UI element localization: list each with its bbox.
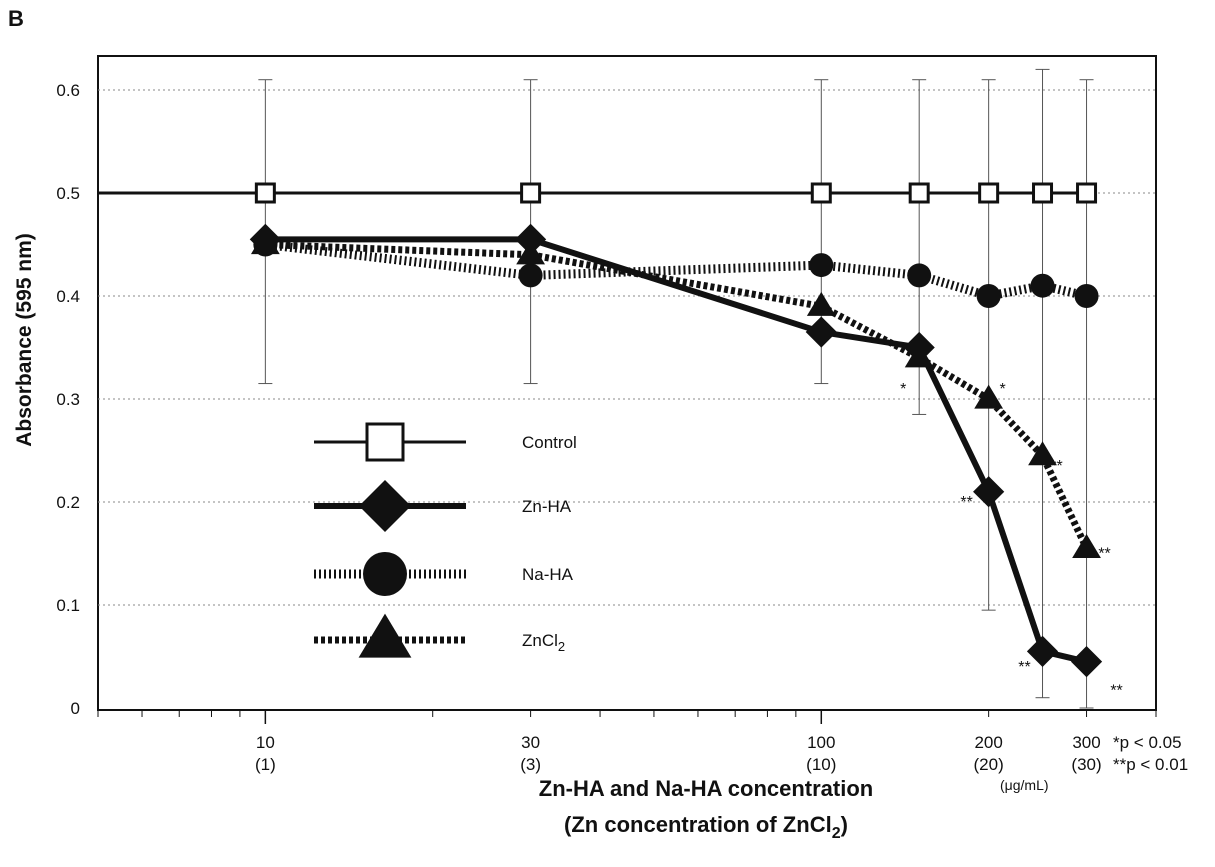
x-tick-label: 300 — [1072, 733, 1100, 752]
y-axis-label: Absorbance (595 nm) — [13, 233, 36, 447]
significance-mark: ** — [1050, 458, 1062, 475]
significance-mark: ** — [960, 494, 972, 511]
data-point — [810, 182, 832, 204]
legend-label: ZnCl2 — [522, 631, 565, 654]
y-tick-label: 0.5 — [56, 184, 80, 203]
y-tick-label: 0.1 — [56, 596, 80, 615]
data-point — [978, 182, 1000, 204]
y-tick-label: 0 — [71, 699, 80, 718]
data-point — [903, 331, 935, 364]
legend-marker — [358, 613, 412, 658]
legend-marker — [363, 552, 407, 596]
significance-mark: ** — [1110, 683, 1122, 700]
x-tick-label: 100 — [807, 733, 835, 752]
data-point — [1074, 284, 1099, 308]
legend-label: Na-HA — [522, 565, 574, 584]
data-point — [254, 182, 276, 204]
data-point — [976, 284, 1001, 308]
x-tick-label: 200 — [974, 733, 1002, 752]
y-tick-label: 0.6 — [56, 81, 80, 100]
data-point — [520, 182, 542, 204]
legend: Control Zn-HA Na-HA ZnCl2 — [314, 422, 577, 658]
significance-note-1: *p < 0.05 — [1113, 733, 1182, 752]
data-point — [515, 223, 547, 255]
legend-label: Zn-HA — [522, 497, 572, 516]
data-point — [249, 223, 281, 255]
data-point — [974, 384, 1004, 409]
data-point — [1028, 441, 1057, 466]
x-tick-sublabel: (30) — [1071, 755, 1101, 774]
data-point — [518, 263, 543, 288]
x-tick-sublabel: (10) — [806, 755, 836, 774]
data-point — [908, 182, 930, 204]
x-axis-unit: (μg/mL) — [1000, 777, 1049, 793]
significance-mark: * — [1000, 381, 1006, 398]
data-point — [1072, 533, 1101, 558]
significance-mark: ** — [1098, 546, 1110, 563]
data-point — [1070, 646, 1103, 678]
x-axis-label-line2: (Zn concentration of ZnCl2) — [564, 812, 848, 842]
y-tick-label: 0.2 — [56, 493, 80, 512]
x-axis-label-line1: Zn-HA and Na-HA concentration — [539, 776, 873, 801]
legend-label: Control — [522, 433, 577, 452]
x-tick-sublabel: (1) — [255, 755, 276, 774]
data-point — [1076, 182, 1098, 204]
plot-frame — [97, 55, 1157, 711]
legend-marker — [365, 422, 405, 462]
significance-mark: * — [900, 381, 906, 398]
x-tick-sublabel: (3) — [520, 755, 541, 774]
data-point — [809, 253, 834, 278]
data-point — [805, 316, 837, 348]
data-point — [1026, 635, 1059, 667]
data-point — [1032, 182, 1054, 204]
significance-note-2: **p < 0.01 — [1113, 755, 1188, 774]
x-tick-label: 10 — [256, 733, 275, 752]
legend-marker — [359, 480, 411, 532]
y-tick-label: 0.3 — [56, 390, 80, 409]
data-point — [806, 291, 836, 316]
data-point — [907, 263, 932, 288]
data-point — [973, 476, 1005, 508]
x-tick-label: 30 — [521, 733, 540, 752]
significance-mark: ** — [1018, 659, 1030, 676]
y-tick-label: 0.4 — [56, 287, 80, 306]
panel-label: B — [8, 6, 24, 31]
data-point — [1030, 273, 1055, 298]
x-tick-sublabel: (20) — [974, 755, 1004, 774]
plot-area: 0 0.1 0.2 0.3 0.4 0.5 0.6 10 (1) 30 (3) 100 (10) 200 (… — [56, 55, 1157, 774]
